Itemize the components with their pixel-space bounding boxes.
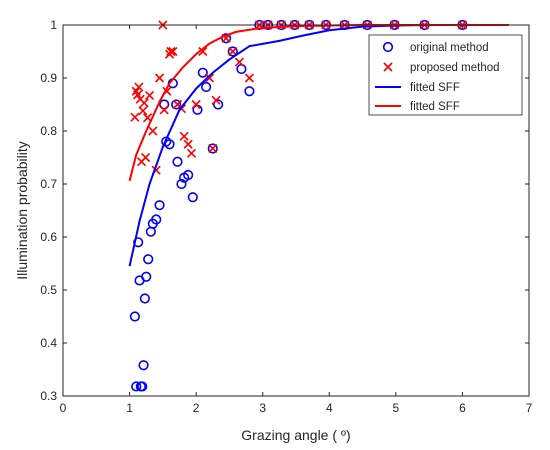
legend-item: original method <box>382 41 489 54</box>
legend-label: fitted SFF <box>410 82 460 94</box>
legend-swatch-x <box>383 62 393 72</box>
legend-label: fitted SFF <box>410 101 460 113</box>
data-point-x <box>130 112 140 122</box>
legend-item: fitted SFF <box>375 101 460 113</box>
data-point-x <box>148 126 158 136</box>
data-point-circle <box>207 143 218 154</box>
data-point-circle <box>187 192 198 203</box>
data-point-circle <box>197 67 208 78</box>
x-axis-label: Grazing angle ( º) <box>241 427 350 443</box>
data-point-circle <box>172 156 183 167</box>
data-point-x <box>159 105 169 115</box>
data-point-x <box>198 46 208 57</box>
x-tick-label: 0 <box>60 401 67 415</box>
legend-swatch-circle <box>382 41 394 53</box>
data-point-circle <box>131 381 142 392</box>
y-tick-label: 0.3 <box>40 389 57 403</box>
x-tick-label: 7 <box>526 401 533 415</box>
y-tick-label: 0.6 <box>40 230 57 244</box>
x-tick-label: 2 <box>193 401 200 415</box>
data-point-x <box>139 98 149 108</box>
data-point-x <box>186 148 197 158</box>
data-point-x <box>208 143 218 154</box>
data-point-x <box>183 139 193 149</box>
data-point-circle <box>143 254 154 265</box>
y-axis-label: Illumination probability <box>14 141 30 280</box>
data-point-circle <box>171 99 182 110</box>
y-tick-label: 1 <box>50 18 57 32</box>
data-point-circle <box>164 139 175 150</box>
data-point-circle <box>227 46 238 57</box>
legend: original method proposed method fitted SFF… <box>368 34 523 116</box>
data-point-circle <box>154 200 165 211</box>
data-point-circle <box>141 271 152 282</box>
x-tick-label: 4 <box>326 401 333 415</box>
legend-label: original method <box>410 42 489 54</box>
legend-label: proposed method <box>410 62 500 74</box>
data-point-circle <box>183 169 194 181</box>
x-tick-label: 1 <box>126 401 133 415</box>
data-point-x <box>140 152 151 163</box>
data-point-circle <box>213 99 224 110</box>
y-tick-label: 0.5 <box>40 283 57 297</box>
data-point-circle <box>176 178 187 190</box>
data-point-x <box>228 46 238 57</box>
data-point-x <box>191 99 201 110</box>
data-point-x <box>144 90 155 101</box>
data-point-x <box>154 73 165 83</box>
data-point-circle <box>137 381 148 392</box>
legend-item: proposed method <box>383 62 500 74</box>
legend-box <box>368 34 523 116</box>
data-point-x <box>211 95 221 105</box>
data-point-circle <box>244 86 255 97</box>
y-tick-label: 0.8 <box>40 124 57 138</box>
data-point-x <box>244 73 254 83</box>
plot-frame <box>62 24 530 397</box>
data-point-x <box>179 131 189 141</box>
x-tick-label: 6 <box>459 401 466 415</box>
data-point-circle <box>129 311 140 322</box>
data-point-circle <box>151 214 162 225</box>
legend-item: fitted SFF <box>375 82 460 94</box>
data-point-x <box>166 46 176 57</box>
x-tick-label: 5 <box>393 401 400 415</box>
x-tick-label: 3 <box>259 401 266 415</box>
data-point-circle <box>139 293 150 304</box>
data-point-x <box>168 46 178 57</box>
y-tick-label: 0.4 <box>40 336 57 350</box>
data-point-x <box>234 57 244 67</box>
data-point-x <box>132 90 143 100</box>
data-point-circle <box>201 81 212 93</box>
data-point-x <box>134 82 144 92</box>
y-tick-label: 0.9 <box>40 71 57 85</box>
data-point-x <box>138 106 148 116</box>
data-point-circle <box>138 360 149 371</box>
y-tick-label: 0.7 <box>40 177 57 191</box>
data-point-x <box>204 73 215 83</box>
